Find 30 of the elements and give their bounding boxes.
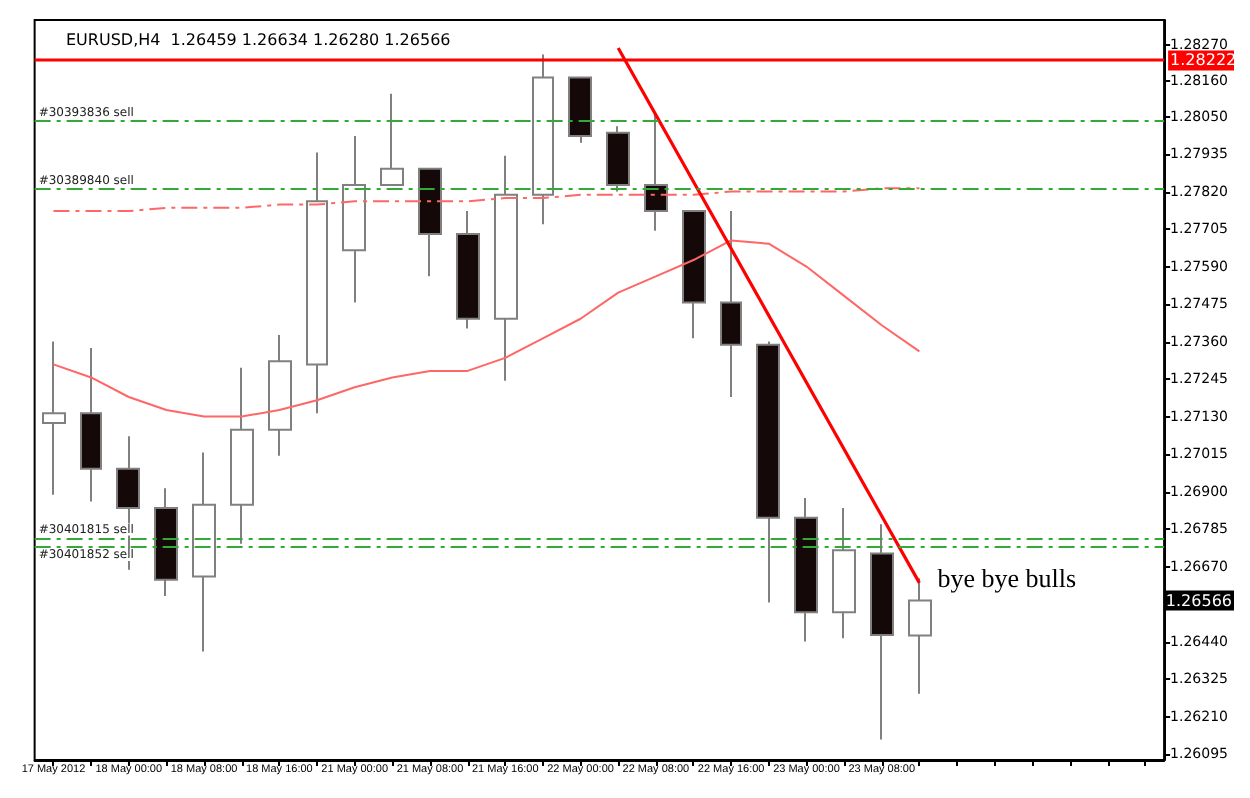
candlestick <box>494 154 518 382</box>
candlestick <box>230 366 254 545</box>
candlestick <box>682 210 706 340</box>
candlestick <box>306 151 328 415</box>
text: EURUSD,H4 1.26459 1.26634 1.26280 1.26566 <box>66 31 451 49</box>
candlestick <box>720 210 742 399</box>
line-series <box>52 187 921 213</box>
candlestick <box>342 135 366 304</box>
candlestick <box>908 577 932 695</box>
candlestick <box>268 334 292 457</box>
ref-line-label: 1.28222 <box>1170 51 1237 70</box>
candlestick <box>154 487 178 597</box>
text: 1.26566 <box>1165 591 1233 610</box>
candlestick <box>568 76 592 144</box>
candlestick <box>606 125 630 193</box>
candlestick <box>832 506 856 640</box>
candlestick <box>756 340 780 604</box>
candlestick <box>644 112 668 232</box>
candlestick <box>794 497 818 643</box>
candlestick <box>380 92 404 187</box>
line-series <box>52 239 921 418</box>
candlestick <box>532 53 554 226</box>
candlestick <box>116 435 140 571</box>
annotation: bye bye bulls <box>937 563 1077 594</box>
candlestick <box>870 523 894 741</box>
candlestick <box>418 167 442 278</box>
candlestick <box>192 451 216 653</box>
candlestick <box>80 347 102 503</box>
candlestick <box>456 210 480 330</box>
candlestick <box>42 340 66 496</box>
